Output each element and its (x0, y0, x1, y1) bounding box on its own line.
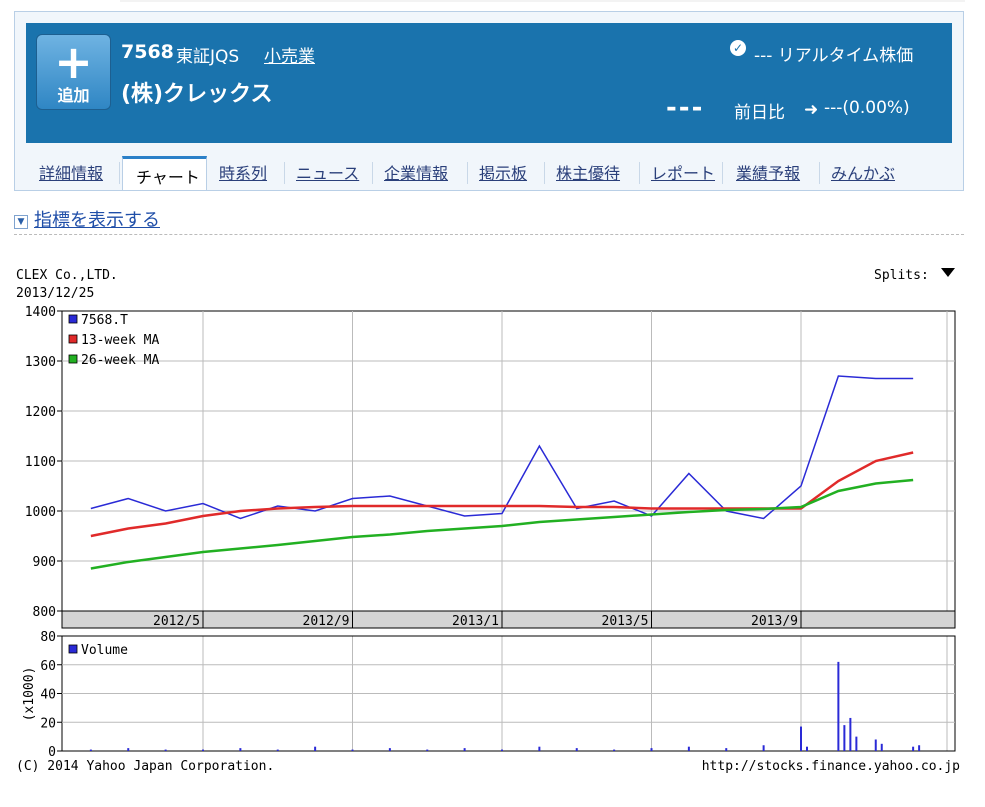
volume-tick-label: 0 (48, 745, 56, 760)
stock-code: 7568 (121, 41, 174, 63)
date-tick-label: 2012/5 (153, 614, 200, 629)
price-change: ---(0.00%) (824, 98, 910, 118)
volume-tick-label: 60 (40, 659, 56, 674)
add-button-label: 追加 (57, 86, 90, 105)
legend-swatch (68, 334, 78, 344)
tab-divider (722, 162, 723, 184)
show-indicators-toggle[interactable]: ▼ 指標を表示する (14, 206, 160, 232)
volume-tick-label: 20 (40, 716, 56, 731)
tab-minkabu[interactable]: みんかぶ (831, 164, 896, 183)
tab-shareholder-benefits[interactable]: 株主優待 (556, 164, 621, 183)
volume-tick-label: 40 (40, 688, 56, 703)
tab-detail[interactable]: 詳細情報 (39, 164, 104, 183)
date-axis-band (61, 610, 956, 629)
date-tick-label: 2013/1 (452, 614, 499, 629)
tab-divider (119, 162, 120, 184)
chart-date-label: 2013/12/25 (16, 286, 94, 301)
tab-divider (544, 162, 545, 184)
tab-divider (467, 162, 468, 184)
source-url: http://stocks.finance.yahoo.co.jp (702, 759, 960, 774)
price-tick-label: 1400 (25, 305, 56, 320)
prev-day-label: 前日比 (734, 103, 785, 123)
sector-link[interactable]: 小売業 (264, 47, 315, 67)
tab-divider (284, 162, 285, 184)
price-tick-label: 800 (33, 605, 56, 620)
chevron-down-icon: ▼ (14, 215, 28, 229)
price-tick-label: 1000 (25, 505, 56, 520)
splits-label: Splits: (874, 268, 929, 283)
stock-quote-band (26, 23, 952, 143)
tab-divider (639, 162, 640, 184)
copyright-text: (C) 2014 Yahoo Japan Corporation. (16, 759, 274, 774)
price-tick-label: 1100 (25, 455, 56, 470)
date-tick-label: 2013/5 (602, 614, 649, 629)
clock-icon: ✓ (730, 40, 746, 56)
tab-company-info[interactable]: 企業情報 (384, 164, 449, 183)
volume-axis-label: (x1000) (22, 667, 37, 722)
legend-label: 7568.T (81, 313, 128, 328)
realtime-price-label: --- リアルタイム株価 (754, 46, 914, 66)
legend-swatch (68, 354, 78, 364)
legend-label: Volume (81, 643, 128, 658)
legend-label: 26-week MA (81, 353, 159, 368)
price-tick-label: 1300 (25, 355, 56, 370)
top-divider (120, 0, 965, 2)
show-indicators-label: 指標を表示する (34, 210, 160, 231)
tab-board[interactable]: 掲示板 (479, 164, 528, 183)
arrow-right-icon: ➜ (804, 100, 819, 120)
market-name: 東証JQS (176, 47, 240, 67)
tab-timeseries[interactable]: 時系列 (219, 164, 268, 183)
price-tick-label: 900 (33, 555, 56, 570)
add-to-portfolio-button[interactable]: + 追加 (36, 34, 111, 110)
legend-swatch (68, 314, 78, 324)
company-name: (株)クレックス (121, 82, 273, 107)
tab-earnings-forecast[interactable]: 業績予報 (736, 164, 801, 183)
chart-company-label: CLEX Co.,LTD. (16, 268, 118, 283)
date-tick-label: 2012/9 (303, 614, 350, 629)
tab-divider (372, 162, 373, 184)
tab-news[interactable]: ニュース (296, 164, 360, 183)
price-tick-label: 1200 (25, 405, 56, 420)
tab-divider (819, 162, 820, 184)
date-tick-label: 2013/9 (751, 614, 798, 629)
tab-chart[interactable]: チャート (122, 156, 207, 190)
current-price: --- (666, 93, 705, 123)
legend-label: 13-week MA (81, 333, 159, 348)
plus-icon: + (54, 35, 93, 89)
volume-tick-label: 80 (40, 630, 56, 645)
legend-swatch (68, 644, 78, 654)
splits-dropdown-icon (941, 268, 955, 277)
tab-report[interactable]: レポート (651, 164, 716, 183)
dotted-divider (14, 234, 964, 235)
